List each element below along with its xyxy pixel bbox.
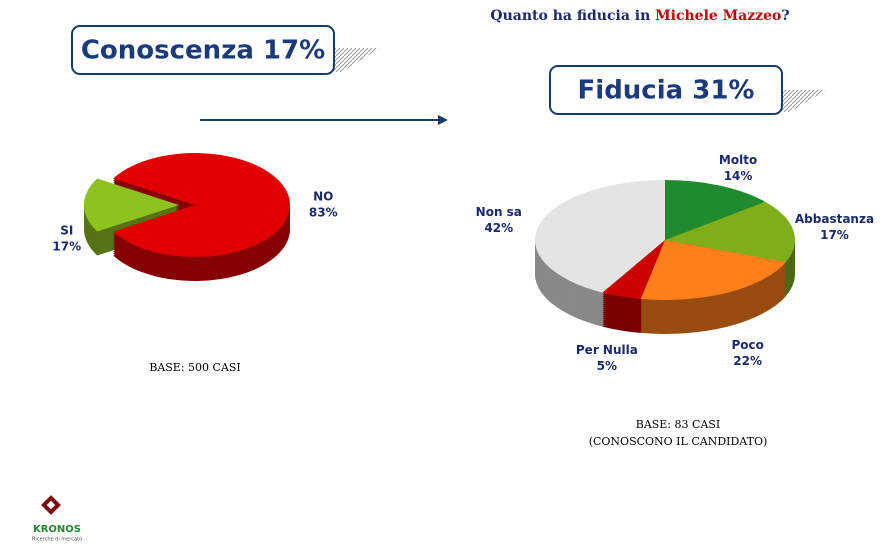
box-shadow: [330, 48, 380, 72]
slice: [602, 240, 665, 299]
slice-label: Per Nulla: [576, 343, 638, 357]
slice-value-label: 22%: [733, 354, 762, 368]
headline: Conoscenza 17%: [81, 36, 325, 66]
slice-label: Poco: [731, 338, 763, 352]
headline: Fiducia 31%: [578, 76, 755, 106]
base-note: BASE: 83 CASI: [636, 418, 721, 431]
base-note: BASE: 500 CASI: [149, 361, 241, 374]
slice: [640, 240, 786, 300]
title: Quanto ha fiducia in Michele Mazzeo?: [490, 8, 789, 24]
slice-label: Non sa: [476, 205, 522, 219]
arrow-head: [438, 115, 448, 125]
slice-value-label: 42%: [484, 221, 513, 235]
slice-label: NO: [313, 190, 333, 204]
slice: [665, 180, 766, 240]
title-start: Quanto ha fiducia in: [490, 8, 650, 24]
title-end: ?: [781, 8, 789, 24]
slice-value-label: 17%: [820, 228, 849, 242]
logo-name: KRONOS: [33, 524, 81, 535]
slice-label: Molto: [719, 153, 757, 167]
slice: [113, 153, 290, 258]
slice-label: SI: [60, 224, 73, 238]
slice-value-label: 14%: [724, 169, 753, 183]
title-name: Michele Mazzeo: [655, 8, 781, 24]
slice: [665, 201, 796, 263]
logo-mark: [46, 500, 56, 510]
headline-box: [549, 65, 783, 115]
slice-value-label: 83%: [309, 206, 338, 220]
slice-value-label: 17%: [52, 240, 81, 254]
logo-tagline: Ricerche di mercato: [32, 537, 82, 543]
headline-box: [71, 25, 335, 75]
base-note: (CONOSCONO IL CANDIDATO): [589, 435, 768, 448]
slice-label: Abbastanza: [795, 212, 874, 226]
pie: [83, 153, 291, 281]
slice: [534, 180, 665, 293]
box-shadow: [780, 90, 826, 112]
pie: [534, 180, 796, 334]
slice: [84, 178, 179, 232]
logo: KRONOS Ricerche di mercato: [32, 495, 82, 543]
slice-value-label: 5%: [597, 359, 617, 373]
